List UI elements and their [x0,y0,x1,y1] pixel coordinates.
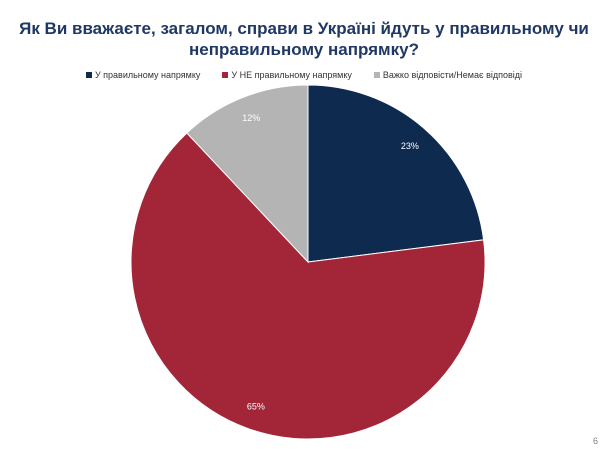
legend-item-wrong-direction: У НЕ правильному напрямку [222,70,352,80]
pie-slice-hard-to-say [186,84,309,264]
chart-title: Як Ви вважаєте, загалом, справи в Україн… [19,19,589,59]
legend-label-wrong-direction: У НЕ правильному напрямку [231,70,352,80]
legend-label-right-direction: У правильному напрямку [94,70,201,80]
data-label-hard-to-say: 12% [242,113,260,123]
legend-item-hard-to-say: Важко відповісти/Немає відповіді [373,70,523,80]
data-label-right-direction: 23% [401,141,419,151]
chart-legend: У правильному напрямку У НЕ правильному … [0,70,608,80]
legend-swatch-wrong-direction [222,72,229,78]
legend-swatch-right-direction [85,72,92,78]
legend-swatch-hard-to-say [373,72,380,78]
data-label-wrong-direction: 65% [247,401,265,411]
legend-label-hard-to-say: Важко відповісти/Немає відповіді [382,70,523,80]
page-number: 6 [592,436,598,446]
pie-slice-right-direction [307,84,485,263]
legend-item-right-direction: У правильному напрямку [85,70,201,80]
pie-slice-wrong-direction [130,132,486,440]
